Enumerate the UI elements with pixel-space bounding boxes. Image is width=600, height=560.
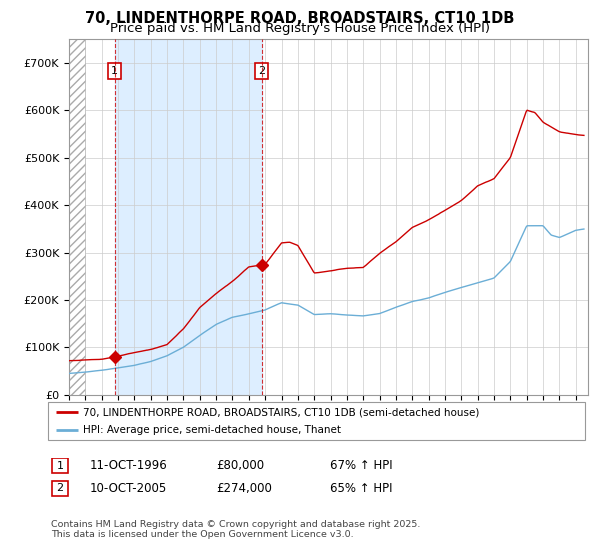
FancyBboxPatch shape bbox=[52, 480, 68, 496]
FancyBboxPatch shape bbox=[52, 458, 68, 474]
Text: 2: 2 bbox=[258, 66, 265, 76]
FancyBboxPatch shape bbox=[48, 402, 585, 440]
Text: Contains HM Land Registry data © Crown copyright and database right 2025.
This d: Contains HM Land Registry data © Crown c… bbox=[51, 520, 421, 539]
Text: 70, LINDENTHORPE ROAD, BROADSTAIRS, CT10 1DB (semi-detached house): 70, LINDENTHORPE ROAD, BROADSTAIRS, CT10… bbox=[83, 407, 479, 417]
Text: 1: 1 bbox=[111, 66, 118, 76]
Text: 10-OCT-2005: 10-OCT-2005 bbox=[90, 482, 167, 495]
Bar bbox=[115, 39, 262, 395]
Text: 65% ↑ HPI: 65% ↑ HPI bbox=[330, 482, 392, 495]
Text: 67% ↑ HPI: 67% ↑ HPI bbox=[330, 459, 392, 473]
Text: 70, LINDENTHORPE ROAD, BROADSTAIRS, CT10 1DB: 70, LINDENTHORPE ROAD, BROADSTAIRS, CT10… bbox=[85, 11, 515, 26]
Text: 2: 2 bbox=[56, 483, 64, 493]
Text: 1: 1 bbox=[56, 461, 64, 471]
Text: £274,000: £274,000 bbox=[216, 482, 272, 495]
Text: Price paid vs. HM Land Registry's House Price Index (HPI): Price paid vs. HM Land Registry's House … bbox=[110, 22, 490, 35]
Text: 11-OCT-1996: 11-OCT-1996 bbox=[90, 459, 168, 473]
Text: £80,000: £80,000 bbox=[216, 459, 264, 473]
Text: HPI: Average price, semi-detached house, Thanet: HPI: Average price, semi-detached house,… bbox=[83, 425, 341, 435]
